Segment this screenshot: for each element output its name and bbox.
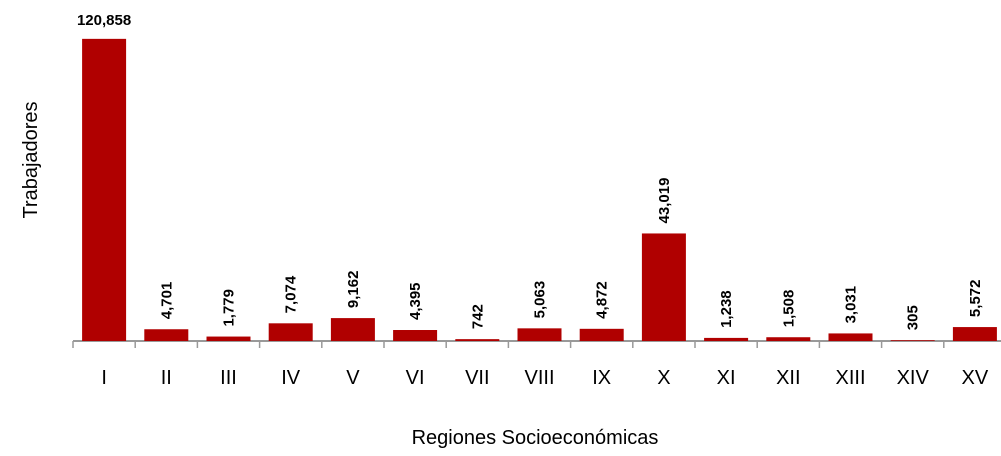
x-tick-label: XIII xyxy=(835,367,865,389)
data-label: 43,019 xyxy=(656,178,673,224)
bar xyxy=(206,336,251,341)
bar xyxy=(330,318,375,341)
x-tick-label: XI xyxy=(717,367,736,389)
x-axis-title: Regiones Socioeconómicas xyxy=(412,427,659,449)
bar xyxy=(828,333,873,341)
data-label: 4,701 xyxy=(158,282,175,320)
data-label: 1,508 xyxy=(780,290,797,328)
bar xyxy=(82,38,127,341)
x-tick-label: III xyxy=(220,367,237,389)
data-label: 7,074 xyxy=(283,275,300,313)
bar xyxy=(517,328,562,341)
x-tick-label: VI xyxy=(406,367,425,389)
data-label: 5,572 xyxy=(967,280,984,318)
data-label: 120,858 xyxy=(77,12,131,29)
data-label: 3,031 xyxy=(843,286,860,324)
x-tick-label: VIII xyxy=(524,367,554,389)
data-label: 305 xyxy=(905,305,922,330)
bar xyxy=(952,327,997,341)
x-tick-label: XIV xyxy=(897,367,930,389)
bar xyxy=(455,339,500,341)
x-tick-label: V xyxy=(346,367,360,389)
data-label: 1,779 xyxy=(221,289,238,327)
x-tick-label: IV xyxy=(281,367,301,389)
x-tick-label: I xyxy=(101,367,107,389)
bar xyxy=(766,337,811,341)
x-tick-label: X xyxy=(657,367,670,389)
x-tick-label: XV xyxy=(962,367,989,389)
data-label: 4,395 xyxy=(407,282,424,320)
x-tick-label: IX xyxy=(592,367,611,389)
data-label: 5,063 xyxy=(532,281,549,319)
bar xyxy=(579,328,624,341)
data-label: 4,872 xyxy=(594,281,611,319)
bar xyxy=(144,329,189,341)
bar xyxy=(268,323,313,341)
x-tick-label: XII xyxy=(776,367,800,389)
x-tick-label: II xyxy=(161,367,172,389)
bar xyxy=(890,340,935,341)
data-label: 742 xyxy=(469,304,486,329)
x-tick-label: VII xyxy=(465,367,489,389)
data-label: 9,162 xyxy=(345,271,362,309)
bar xyxy=(393,330,438,341)
bar xyxy=(704,337,749,341)
bar xyxy=(641,233,686,341)
y-axis-title: Trabajadores xyxy=(20,101,42,218)
data-label: 1,238 xyxy=(718,290,735,328)
